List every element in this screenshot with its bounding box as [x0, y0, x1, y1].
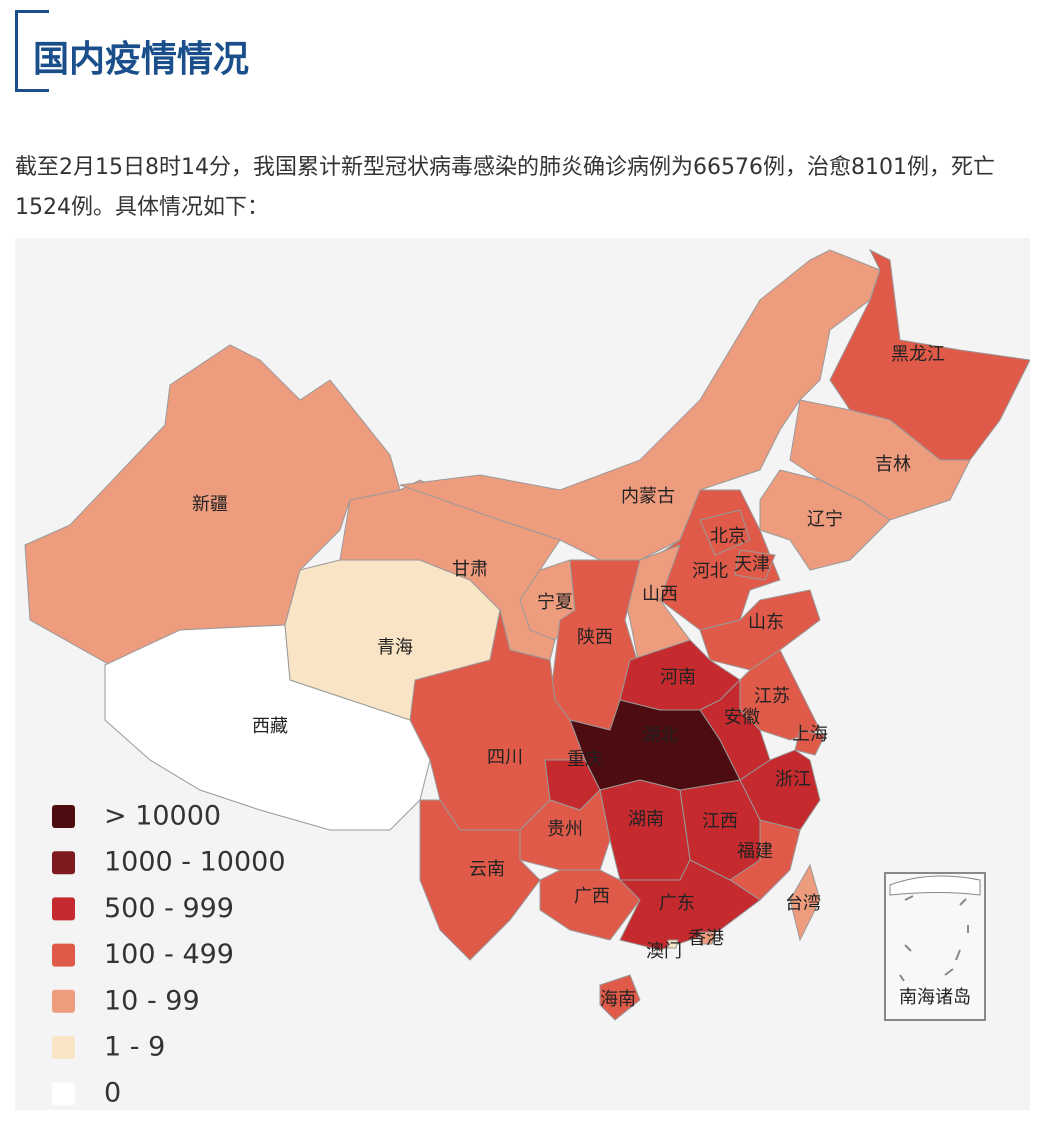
legend-label: 500 - 999	[104, 893, 234, 924]
legend-swatch	[52, 851, 75, 875]
legend-label: 0	[104, 1078, 121, 1109]
province	[759, 469, 891, 571]
province	[667, 939, 679, 949]
legend-label: > 10000	[104, 801, 221, 832]
province-label: 北京	[710, 526, 746, 547]
legend-swatch	[52, 1082, 75, 1106]
legend-label: 10 - 99	[104, 985, 200, 1016]
legend-swatch	[52, 943, 75, 967]
province-label: 辽宁	[807, 509, 843, 530]
province-label: 河北	[692, 561, 728, 582]
province	[519, 788, 611, 871]
province	[734, 549, 776, 581]
legend-label: 1000 - 10000	[104, 847, 286, 878]
province-label: 四川	[487, 747, 523, 768]
inset-label: 南海诸岛	[899, 987, 971, 1008]
province-label: 浙江	[775, 769, 811, 790]
province-label: 新疆	[192, 494, 228, 515]
province-label: 天津	[734, 554, 770, 575]
province-label: 宁夏	[537, 592, 573, 613]
province	[789, 399, 971, 521]
legend-swatch	[52, 805, 75, 828]
province-label: 湖北	[642, 725, 678, 746]
province-label: 江苏	[754, 686, 790, 707]
province-label: 广西	[574, 886, 610, 907]
province-label: 贵州	[547, 819, 583, 840]
province-label: 江西	[702, 811, 738, 832]
inset-frame	[884, 872, 986, 1021]
inset: 南海诸岛	[884, 872, 986, 1021]
province	[699, 589, 821, 671]
province-label: 云南	[469, 859, 505, 880]
province-label: 台湾	[785, 893, 821, 914]
province-label: 青海	[377, 637, 413, 658]
province-label: 福建	[737, 841, 773, 862]
province-label: 山东	[748, 612, 784, 633]
province-label: 黑龙江	[891, 344, 945, 365]
section-title: 国内疫情情况	[33, 39, 250, 80]
province-label: 湖南	[628, 809, 664, 830]
province-label: 澳门	[646, 941, 682, 962]
province	[789, 863, 821, 942]
title-bracket	[15, 10, 49, 92]
legend-swatch	[52, 989, 75, 1013]
province-label: 河南	[660, 667, 696, 688]
legend-label: 1 - 9	[104, 1032, 165, 1063]
province-label: 安徽	[724, 707, 760, 728]
province-label: 甘肃	[452, 559, 488, 580]
province-label: 上海	[792, 724, 828, 745]
legend: > 10000 1000 - 10000 500 - 999 100 - 499 10 …	[52, 801, 286, 1109]
province	[599, 974, 641, 1021]
province-label: 香港	[688, 928, 724, 949]
legend-label: 100 - 499	[104, 939, 234, 970]
inset-islands	[899, 895, 969, 982]
province	[618, 859, 761, 951]
province	[794, 729, 826, 756]
province-label: 陕西	[577, 627, 613, 648]
province-label: 吉林	[875, 454, 911, 475]
province-label: 海南	[600, 989, 636, 1010]
legend-swatch	[52, 897, 75, 921]
province	[699, 509, 751, 556]
province	[699, 931, 717, 945]
summary-paragraph: 截至2月15日8时14分，我国累计新型冠状病毒感染的肺炎确诊病例为66576例，…	[15, 155, 995, 220]
regions	[24, 248, 1030, 1021]
legend-swatch	[52, 1036, 75, 1059]
province-label: 广东	[659, 893, 695, 914]
province-label: 内蒙古	[621, 486, 675, 507]
inset-coast	[889, 875, 981, 896]
province-label: 重庆	[567, 749, 603, 770]
province-label: 西藏	[252, 716, 288, 737]
province-label: 山西	[642, 584, 678, 605]
